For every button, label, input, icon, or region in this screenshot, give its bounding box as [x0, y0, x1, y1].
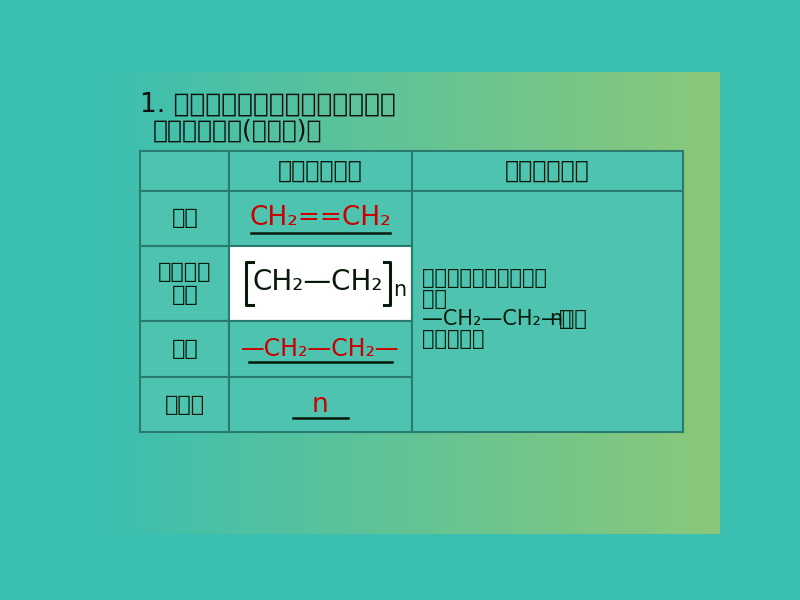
Text: 以聚乙烯为例(见下表)：: 以聚乙烯为例(见下表)： — [153, 119, 322, 143]
Bar — [411, 151, 682, 191]
Bar — [140, 246, 230, 322]
Text: 涵义或表达式: 涵义或表达式 — [278, 158, 363, 182]
Text: 链节: 链节 — [171, 339, 198, 359]
Text: 聚乙烯是由简单的结构: 聚乙烯是由简单的结构 — [422, 268, 547, 288]
Text: CH₂==CH₂: CH₂==CH₂ — [250, 205, 391, 231]
Text: 次: 次 — [558, 309, 571, 329]
Text: —CH₂—CH₂—重复: —CH₂—CH₂—重复 — [422, 309, 587, 329]
Bar — [140, 151, 230, 191]
Text: CH₂—CH₂: CH₂—CH₂ — [253, 268, 383, 296]
Text: 1. 有关高分子化合物的几个概念：: 1. 有关高分子化合物的几个概念： — [140, 91, 396, 118]
Text: 单体: 单体 — [171, 208, 198, 228]
Bar — [230, 151, 411, 191]
Text: 三者间的关系: 三者间的关系 — [505, 158, 590, 182]
Text: n: n — [312, 392, 329, 418]
Text: 单元: 单元 — [422, 289, 447, 308]
Bar — [140, 191, 230, 246]
Bar — [230, 322, 411, 377]
Bar — [411, 191, 682, 433]
Text: 高分子聚
合物: 高分子聚 合物 — [158, 262, 212, 305]
Bar — [140, 377, 230, 433]
Text: n: n — [549, 309, 562, 329]
Text: 聚合度: 聚合度 — [165, 395, 205, 415]
Text: 连接而成的: 连接而成的 — [422, 329, 485, 349]
Text: —CH₂—CH₂—: —CH₂—CH₂— — [241, 337, 400, 361]
Bar — [230, 377, 411, 433]
Bar — [140, 322, 230, 377]
Bar — [230, 246, 411, 322]
Bar — [230, 191, 411, 246]
Text: n: n — [393, 280, 406, 300]
